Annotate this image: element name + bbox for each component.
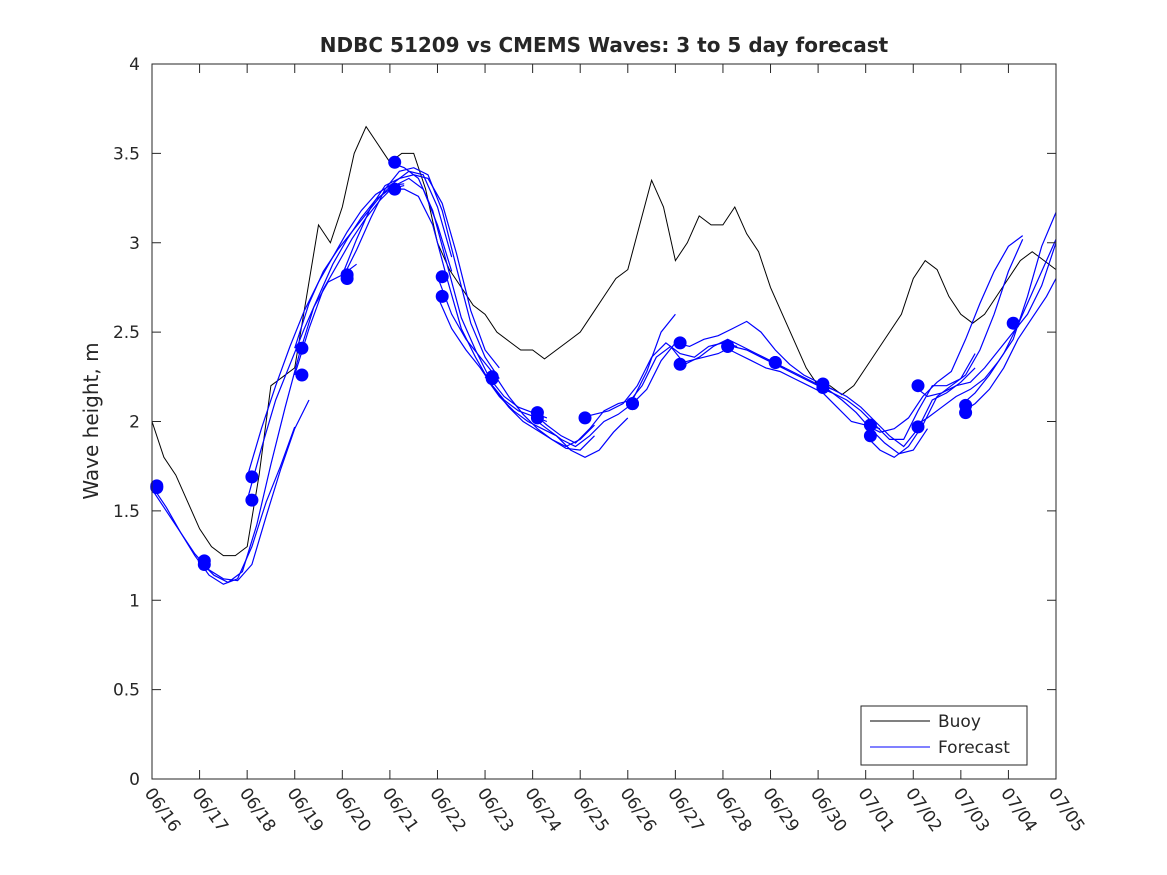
forecast-series-line-4 <box>246 185 405 501</box>
forecast-series-line-12 <box>436 296 595 448</box>
forecast-series-line-15 <box>532 342 676 448</box>
forecast-marker-27 <box>768 356 782 369</box>
y-tick-label-5: 2.5 <box>113 323 140 343</box>
forecast-marker-22 <box>673 357 687 371</box>
forecast-marker-5 <box>245 493 259 507</box>
forecast-series-line-19 <box>675 320 833 390</box>
forecast-marker-25 <box>721 339 735 353</box>
forecast-series-line-17 <box>580 342 738 419</box>
legend-box <box>860 705 1028 766</box>
forecast-series-line-11 <box>389 161 548 419</box>
forecast-marker-33 <box>911 379 925 393</box>
forecast-marker-35 <box>959 398 973 412</box>
forecast-marker-18 <box>530 406 544 420</box>
forecast-marker-36 <box>1006 316 1020 330</box>
chart-title: NDBC 51209 vs CMEMS Waves: 3 to 5 day fo… <box>320 33 889 57</box>
forecast-marker-8 <box>295 341 309 355</box>
y-tick-label-8: 4 <box>129 55 140 75</box>
forecast-marker-16 <box>485 370 499 384</box>
forecast-series-line-8 <box>341 167 500 379</box>
forecast-marker-12 <box>388 155 402 169</box>
forecast-marker-2 <box>150 479 164 493</box>
forecast-series-line-5 <box>246 183 405 478</box>
forecast-series-line-3 <box>151 426 296 585</box>
forecast-marker-13 <box>435 289 449 303</box>
forecast-series-line-28 <box>912 212 1057 428</box>
y-tick-label-1: 0.5 <box>113 681 140 701</box>
buoy-series-line <box>151 125 1057 557</box>
forecast-series-line-23 <box>817 367 976 448</box>
forecast-series-line-13 <box>436 276 595 451</box>
forecast-series-line-2 <box>199 263 357 584</box>
y-tick-label-6: 3 <box>129 234 140 254</box>
forecast-marker-14 <box>435 270 449 284</box>
y-tick-label-3: 1.5 <box>113 502 140 522</box>
marker-layer <box>150 155 1020 571</box>
forecast-series-line-21 <box>722 345 881 430</box>
legend: Buoy Forecast <box>860 705 1028 766</box>
forecast-series-line-24 <box>817 353 976 440</box>
forecast-series-line-27 <box>912 242 1057 398</box>
forecast-series-line-20 <box>675 345 833 394</box>
forecast-series-line-30 <box>960 238 1057 406</box>
forecast-marker-21 <box>626 397 639 411</box>
y-tick-label-0: 0 <box>129 770 140 790</box>
forecast-series-line-29 <box>960 278 1057 414</box>
forecast-marker-29 <box>816 377 830 391</box>
y-tick-label-4: 2 <box>129 413 140 433</box>
legend-forecast-label: Forecast <box>938 738 1010 758</box>
forecast-series-line-9 <box>341 174 500 369</box>
forecast-marker-7 <box>295 368 309 382</box>
forecast-series-line-26 <box>865 235 1024 433</box>
series-layer <box>151 125 1057 585</box>
forecast-marker-11 <box>388 182 402 196</box>
y-axis-label: Wave height, m <box>79 342 103 499</box>
forecast-marker-10 <box>340 268 354 282</box>
y-tick-label-2: 1 <box>129 591 140 611</box>
forecast-marker-23 <box>673 336 687 350</box>
forecast-marker-4 <box>197 554 211 568</box>
forecast-series-line-7 <box>294 170 453 349</box>
y-tick-label-7: 3.5 <box>113 144 140 164</box>
forecast-marker-19 <box>578 411 592 425</box>
forecast-marker-32 <box>911 420 925 434</box>
forecast-marker-30 <box>863 429 877 443</box>
forecast-series-line-18 <box>627 338 786 404</box>
forecast-series-line-22 <box>770 361 928 455</box>
forecast-marker-31 <box>863 418 877 432</box>
legend-buoy-label: Buoy <box>938 712 981 732</box>
forecast-marker-6 <box>245 470 259 484</box>
